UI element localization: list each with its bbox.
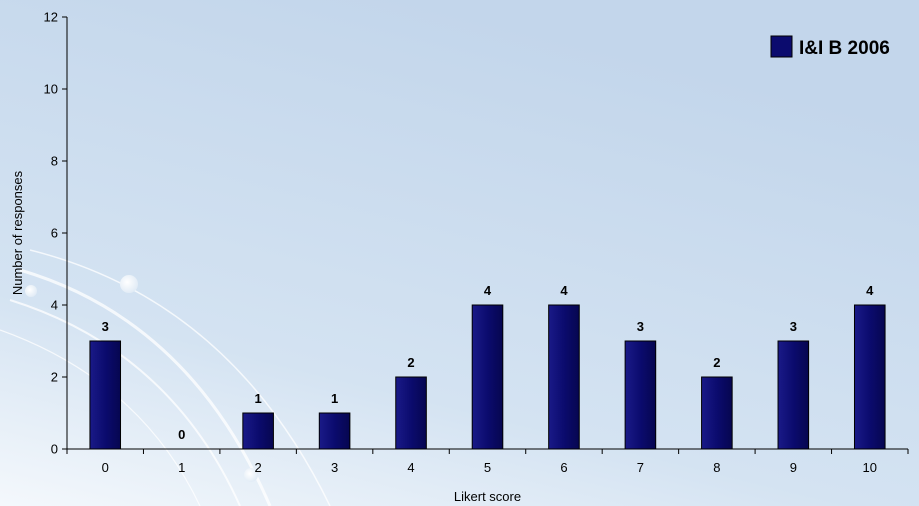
x-tick-label: 5 xyxy=(484,460,491,475)
bar xyxy=(701,376,733,450)
bar xyxy=(318,412,351,450)
bar-series xyxy=(89,304,886,450)
y-tick-label: 10 xyxy=(44,82,58,97)
x-tick-label: 0 xyxy=(102,460,109,475)
y-tick-label: 8 xyxy=(51,154,58,169)
data-label: 2 xyxy=(713,355,720,370)
decorative-orb xyxy=(244,468,258,482)
bar xyxy=(242,412,274,450)
data-label: 4 xyxy=(484,283,492,298)
x-tick-label: 9 xyxy=(790,460,797,475)
y-axis-title: Number of responses xyxy=(10,170,25,295)
y-tick-label: 2 xyxy=(51,370,58,385)
y-tick-label: 12 xyxy=(44,10,58,25)
x-tick-label: 8 xyxy=(713,460,720,475)
data-label: 3 xyxy=(790,319,797,334)
data-label: 2 xyxy=(407,355,414,370)
data-label: 4 xyxy=(560,283,568,298)
x-axis-title: Likert score xyxy=(454,489,521,504)
decorative-swooshes xyxy=(0,249,331,506)
legend: I&I B 2006 xyxy=(770,35,890,59)
bar xyxy=(471,304,504,450)
legend-label: I&I B 2006 xyxy=(799,38,890,59)
x-tick-label: 3 xyxy=(331,460,338,475)
x-tick-label: 1 xyxy=(178,460,185,475)
y-tick-label: 4 xyxy=(51,298,58,313)
x-tick-label: 6 xyxy=(560,460,567,475)
data-label: 4 xyxy=(866,283,874,298)
bar xyxy=(853,304,886,450)
data-label: 1 xyxy=(255,391,262,406)
data-labels: 3 0 1 1 2 4 4 3 2 3 4 xyxy=(102,283,875,442)
y-tick-label: 6 xyxy=(51,226,58,241)
bar xyxy=(624,340,657,450)
data-label: 1 xyxy=(331,391,338,406)
legend-swatch xyxy=(770,35,793,58)
bar xyxy=(548,304,580,450)
bar xyxy=(395,376,427,450)
decorative-orb xyxy=(120,275,138,293)
data-label: 3 xyxy=(102,319,109,334)
data-label: 3 xyxy=(637,319,644,334)
x-tick-label: 4 xyxy=(407,460,414,475)
bar xyxy=(777,340,810,450)
decorative-orb xyxy=(25,285,37,297)
x-tick-label: 10 xyxy=(863,460,877,475)
x-tick-label: 2 xyxy=(255,460,262,475)
data-label: 0 xyxy=(178,427,185,442)
bar xyxy=(89,340,122,450)
y-tick-label: 0 xyxy=(51,442,58,457)
x-tick-label: 7 xyxy=(637,460,644,475)
